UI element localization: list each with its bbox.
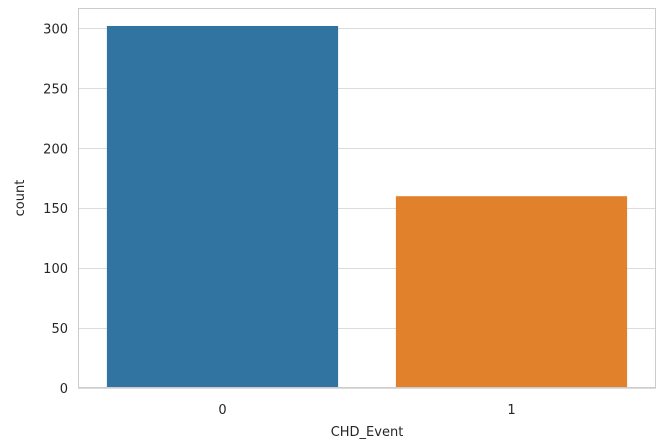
y-tick-label: 200 [43,142,68,157]
x-tick-label: 0 [218,403,226,418]
y-tick-label: 0 [60,382,68,397]
y-tick-label: 150 [43,202,68,217]
bar-1 [395,196,628,388]
x-tick-label: 1 [507,403,515,418]
plot-frame [78,8,656,388]
y-axis-label: count [13,180,28,217]
y-tick-label: 250 [43,82,68,97]
x-axis-label: CHD_Event [331,425,404,440]
y-tick-label: 300 [43,22,68,37]
bars [106,25,628,388]
y-tick-label: 100 [43,262,68,277]
bar-0 [106,25,339,388]
y-axis-ticks: 0 50 100 150 200 250 300 [43,22,68,397]
y-tick-label: 50 [51,322,68,337]
